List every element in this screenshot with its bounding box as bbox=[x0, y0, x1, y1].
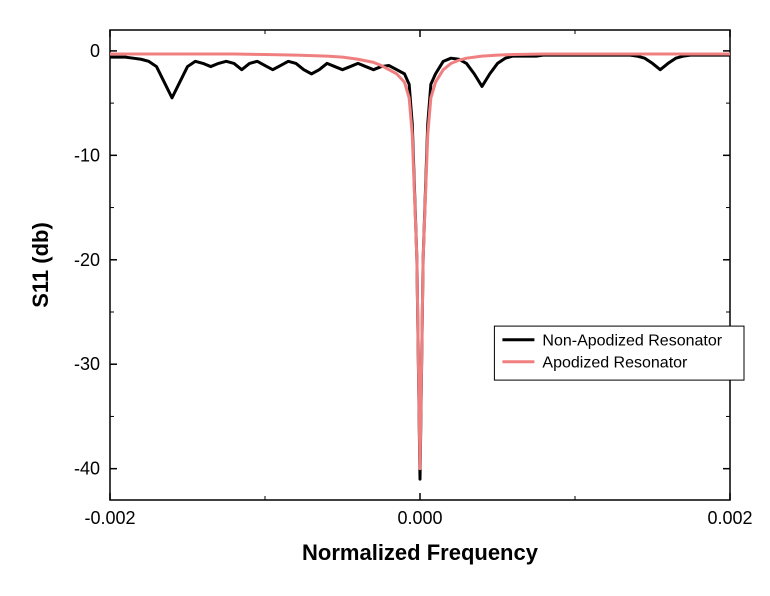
y-tick-label: -20 bbox=[74, 250, 100, 270]
chart-bg bbox=[0, 0, 770, 596]
y-tick-label: 0 bbox=[90, 41, 100, 61]
legend-label: Apodized Resonator bbox=[542, 354, 688, 371]
y-tick-label: -30 bbox=[74, 354, 100, 374]
x-tick-label: -0.002 bbox=[84, 508, 135, 528]
x-axis-label: Normalized Frequency bbox=[302, 540, 539, 565]
y-axis-label: S11 (db) bbox=[28, 222, 53, 308]
x-tick-label: 0.002 bbox=[707, 508, 752, 528]
y-tick-label: -10 bbox=[74, 145, 100, 165]
x-tick-label: 0.000 bbox=[397, 508, 442, 528]
legend-label: Non-Apodized Resonator bbox=[542, 332, 722, 349]
s11-chart: -0.002 0.000 0.002 -40 -30 -20 -10 0 Normalized … bbox=[0, 0, 770, 596]
y-tick-label: -40 bbox=[74, 459, 100, 479]
